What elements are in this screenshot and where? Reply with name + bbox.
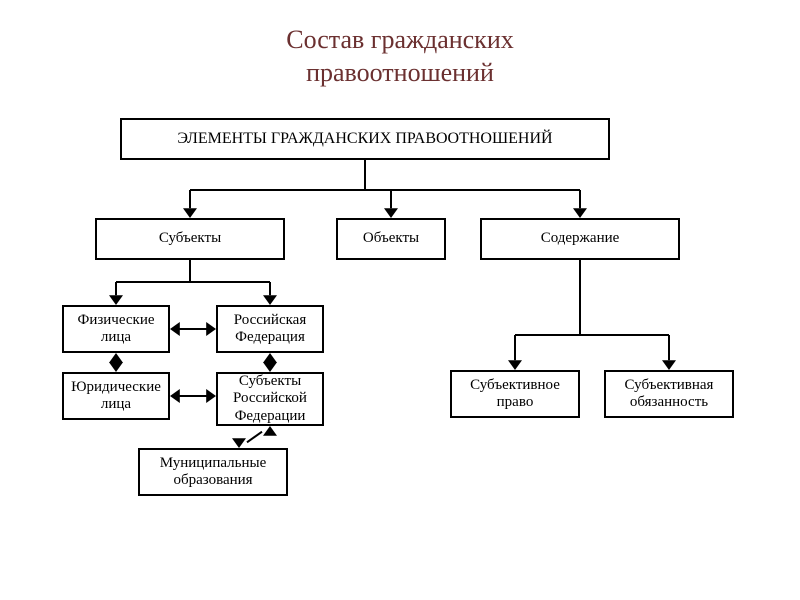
node-phys: Физические лица xyxy=(62,305,170,353)
node-root: ЭЛЕМЕНТЫ ГРАЖДАНСКИХ ПРАВООТНОШЕНИЙ xyxy=(120,118,610,160)
node-cont: Содержание xyxy=(480,218,680,260)
node-subj: Субъекты xyxy=(95,218,285,260)
node-obj: Объекты xyxy=(336,218,446,260)
title-line-1: Состав гражданских xyxy=(286,25,513,54)
node-rf: Российская Федерация xyxy=(216,305,324,353)
node-spravo: Субъективное право xyxy=(450,370,580,418)
node-muni: Муниципальные образования xyxy=(138,448,288,496)
node-sobyaz: Субъективная обязанность xyxy=(604,370,734,418)
page-title: Состав гражданских правоотношений xyxy=(0,0,800,89)
node-srf: Субъекты Российской Федерации xyxy=(216,372,324,426)
diagram-connectors xyxy=(0,0,800,600)
node-jur: Юридические лица xyxy=(62,372,170,420)
title-line-2: правоотношений xyxy=(306,58,494,87)
